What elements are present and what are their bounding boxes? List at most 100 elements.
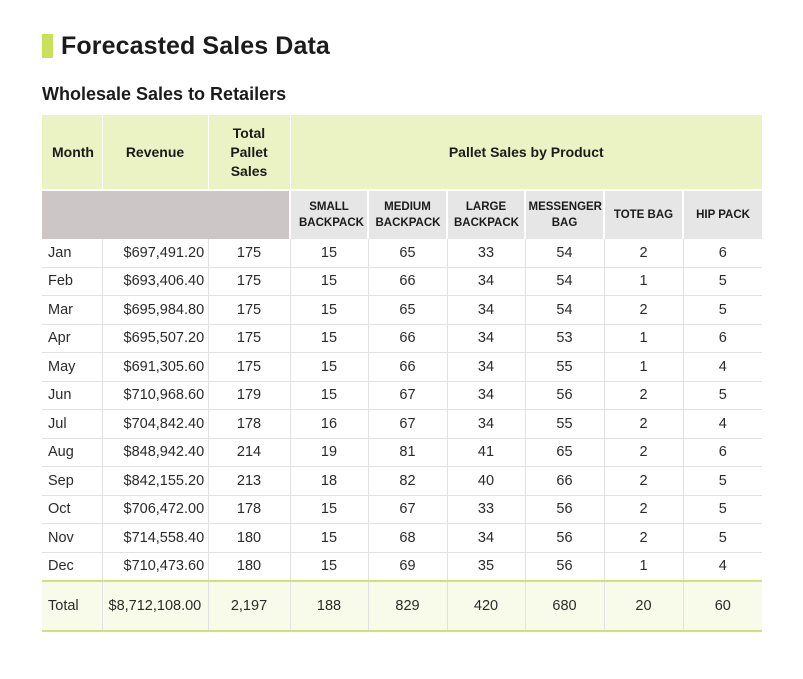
small-backpack-cell: 15 (290, 239, 369, 268)
month-header: Month (42, 115, 103, 190)
month-cell: Sep (42, 466, 103, 496)
hip-pack-cell: 6 (683, 438, 763, 467)
small-backpack-cell: 15 (290, 324, 369, 353)
small-backpack-cell: 15 (290, 267, 369, 296)
large-backpack-cell: 34 (447, 409, 526, 439)
large-backpack-cell: 34 (447, 523, 526, 553)
total-messenger-bag: 680 (525, 580, 605, 632)
title-accent-bar (42, 34, 53, 58)
total-pallet-cell: 180 (208, 523, 291, 553)
total-pallet-cell: 180 (208, 552, 291, 582)
total-hip-pack: 60 (683, 580, 763, 632)
revenue-cell: $842,155.20 (102, 466, 209, 496)
page-title: Forecasted Sales Data (61, 31, 330, 60)
hip-pack-cell: 6 (683, 324, 763, 353)
tote-bag-cell: 2 (604, 438, 684, 467)
tote-bag-cell: 2 (604, 239, 684, 268)
medium-backpack-cell: 69 (368, 552, 448, 582)
messenger-bag-cell: 55 (525, 352, 605, 382)
small-backpack-cell: 19 (290, 438, 369, 467)
tote-bag-cell: 2 (604, 495, 684, 524)
messenger-bag-cell: 55 (525, 409, 605, 439)
table-row: Mar $695,984.80 175 15 65 34 54 2 5 (42, 295, 763, 325)
large-backpack-cell: 34 (447, 381, 526, 410)
revenue-cell: $714,558.40 (102, 523, 209, 553)
title-row: Forecasted Sales Data (42, 32, 330, 60)
month-cell: Apr (42, 324, 103, 353)
large-backpack-cell: 35 (447, 552, 526, 582)
tote-bag-cell: 2 (604, 295, 684, 325)
hip-pack-cell: 5 (683, 523, 763, 553)
month-cell: Oct (42, 495, 103, 524)
small-backpack-cell: 16 (290, 409, 369, 439)
total-pallet-cell: 213 (208, 466, 291, 496)
total-row: Total $8,712,108.00 2,197 188 829 420 68… (42, 580, 763, 632)
large-backpack-cell: 33 (447, 495, 526, 524)
total-pallet-cell: 175 (208, 267, 291, 296)
hip-pack-cell: 5 (683, 495, 763, 524)
table-row: May $691,305.60 175 15 66 34 55 1 4 (42, 352, 763, 382)
table-row: Nov $714,558.40 180 15 68 34 56 2 5 (42, 523, 763, 553)
hip-pack-cell: 4 (683, 352, 763, 382)
table-row: Jul $704,842.40 178 16 67 34 55 2 4 (42, 409, 763, 439)
revenue-cell: $691,305.60 (102, 352, 209, 382)
tote-bag-cell: 1 (604, 267, 684, 296)
medium-backpack-cell: 82 (368, 466, 448, 496)
large-backpack-cell: 34 (447, 267, 526, 296)
product-header-large-backpack: LARGE BACKPACK (447, 189, 526, 239)
table-row: Oct $706,472.00 178 15 67 33 56 2 5 (42, 495, 763, 524)
medium-backpack-cell: 68 (368, 523, 448, 553)
large-backpack-cell: 40 (447, 466, 526, 496)
hip-pack-cell: 4 (683, 552, 763, 582)
total-pallet-cell: 175 (208, 239, 291, 268)
hip-pack-cell: 5 (683, 267, 763, 296)
product-header-messenger-bag: MESSENGER BAG (525, 189, 605, 239)
total-pallet-cell: 175 (208, 324, 291, 353)
hip-pack-cell: 6 (683, 239, 763, 268)
small-backpack-cell: 18 (290, 466, 369, 496)
total-pallet-sales: 2,197 (208, 580, 291, 632)
revenue-cell: $697,491.20 (102, 239, 209, 268)
revenue-cell: $706,472.00 (102, 495, 209, 524)
table-row: Apr $695,507.20 175 15 66 34 53 1 6 (42, 324, 763, 353)
product-header-medium-backpack: MEDIUM BACKPACK (368, 189, 448, 239)
blank-header-cell (42, 189, 291, 239)
table-row: Dec $710,473.60 180 15 69 35 56 1 4 (42, 552, 763, 582)
month-cell: Jan (42, 239, 103, 268)
month-cell: Jun (42, 381, 103, 410)
total-pallet-sales-label: Total Pallet Sales (230, 124, 268, 179)
small-backpack-cell: 15 (290, 381, 369, 410)
revenue-header: Revenue (102, 115, 209, 190)
total-pallet-cell: 214 (208, 438, 291, 467)
large-backpack-cell: 34 (447, 324, 526, 353)
table-row: Feb $693,406.40 175 15 66 34 54 1 5 (42, 267, 763, 296)
messenger-bag-cell: 54 (525, 239, 605, 268)
table-row: Sep $842,155.20 213 18 82 40 66 2 5 (42, 466, 763, 496)
medium-backpack-cell: 66 (368, 352, 448, 382)
large-backpack-cell: 41 (447, 438, 526, 467)
messenger-bag-cell: 56 (525, 381, 605, 410)
total-pallet-cell: 179 (208, 381, 291, 410)
messenger-bag-cell: 54 (525, 295, 605, 325)
messenger-bag-cell: 56 (525, 523, 605, 553)
total-pallet-cell: 178 (208, 495, 291, 524)
messenger-bag-cell: 54 (525, 267, 605, 296)
revenue-cell: $693,406.40 (102, 267, 209, 296)
medium-backpack-cell: 67 (368, 381, 448, 410)
product-label: MESSENGER BAG (528, 201, 603, 229)
small-backpack-cell: 15 (290, 295, 369, 325)
hip-pack-cell: 4 (683, 409, 763, 439)
large-backpack-cell: 33 (447, 239, 526, 268)
medium-backpack-cell: 67 (368, 495, 448, 524)
total-pallet-cell: 178 (208, 409, 291, 439)
pallet-sales-group-header: Pallet Sales by Product (290, 115, 763, 190)
total-pallet-cell: 175 (208, 295, 291, 325)
total-pallet-sales-header: Total Pallet Sales (208, 115, 291, 190)
messenger-bag-cell: 66 (525, 466, 605, 496)
total-small-backpack: 188 (290, 580, 369, 632)
total-tote-bag: 20 (604, 580, 684, 632)
total-revenue: $8,712,108.00 (102, 580, 209, 632)
messenger-bag-cell: 53 (525, 324, 605, 353)
revenue-cell: $710,473.60 (102, 552, 209, 582)
revenue-cell: $695,507.20 (102, 324, 209, 353)
